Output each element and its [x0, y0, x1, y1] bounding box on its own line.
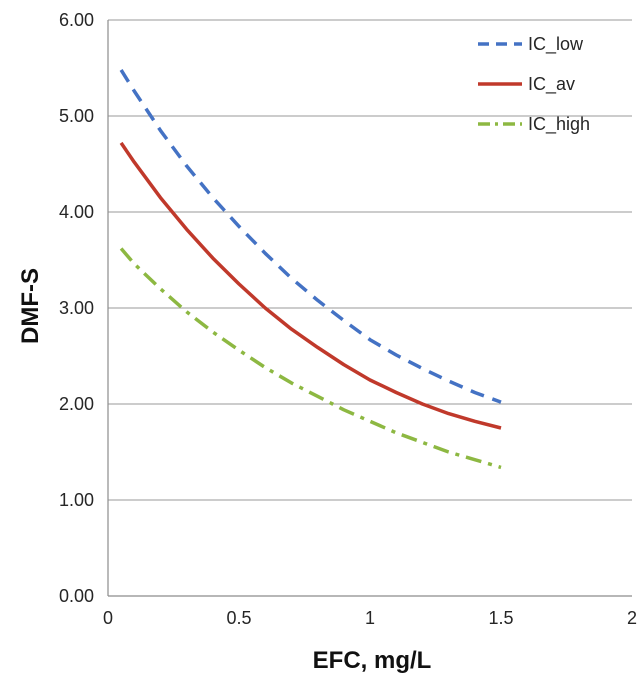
- series-line-ic-low: [119, 68, 502, 404]
- series-lines: [119, 68, 502, 470]
- y-tick-label: 5.00: [59, 106, 94, 126]
- series-line-ic-high: [119, 247, 502, 470]
- x-tick-label: 0: [103, 608, 113, 628]
- legend-label: IC_high: [528, 114, 590, 135]
- tick-labels: 0.00 1.00 2.00 3.00 4.00 5.00 6.00 0 0.5 1 1.5 2: [59, 10, 637, 628]
- legend: IC_low IC_av IC_high: [478, 34, 590, 135]
- x-axis-title: EFC, mg/L: [313, 647, 432, 674]
- y-axis-title: DMF-S: [17, 268, 44, 344]
- x-tick-label: 1.5: [488, 608, 513, 628]
- y-tick-label: 3.00: [59, 298, 94, 318]
- legend-label: IC_low: [528, 34, 584, 55]
- series-line-ic-av: [119, 141, 502, 430]
- x-tick-label: 0.5: [226, 608, 251, 628]
- y-tick-label: 4.00: [59, 202, 94, 222]
- x-tick-label: 2: [627, 608, 637, 628]
- y-tick-label: 2.00: [59, 394, 94, 414]
- legend-label: IC_av: [528, 74, 575, 95]
- grid-lines: [108, 19, 632, 501]
- y-tick-label: 6.00: [59, 10, 94, 30]
- axes: [107, 20, 632, 597]
- x-tick-label: 1: [365, 608, 375, 628]
- y-tick-label: 0.00: [59, 586, 94, 606]
- y-tick-label: 1.00: [59, 490, 94, 510]
